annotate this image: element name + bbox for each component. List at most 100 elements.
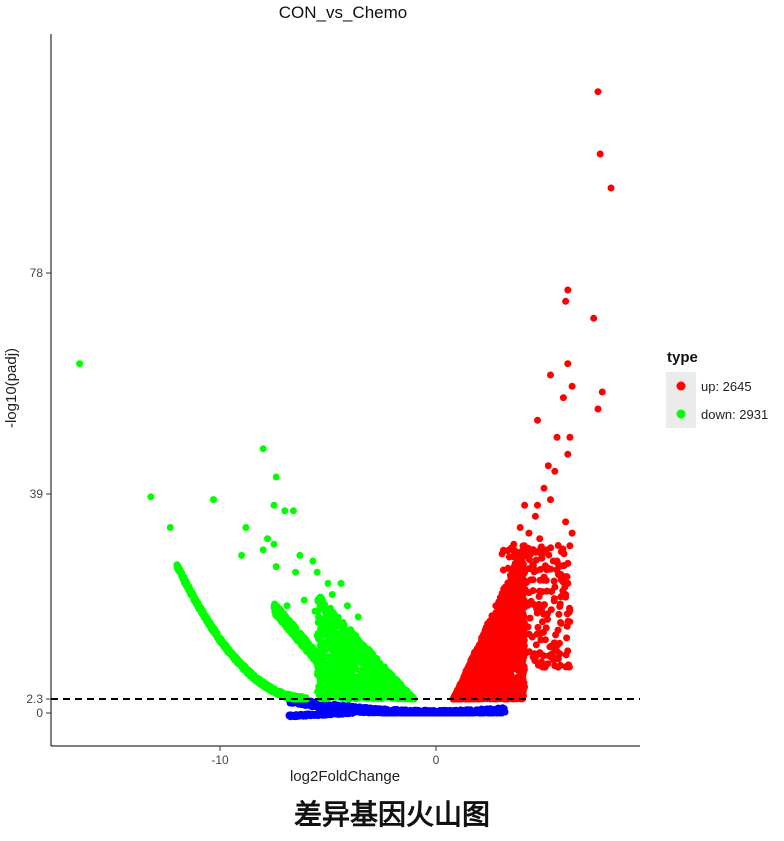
point-not-significant [476,706,484,714]
point-down [313,632,321,640]
point-down [280,692,288,700]
point-down [327,655,335,663]
point-down [338,674,345,682]
point-down [315,682,323,690]
point-down [394,695,402,703]
point-down [183,582,191,590]
point-down [319,646,326,654]
point-down [342,652,350,659]
point-down [358,684,366,692]
point-down [348,684,355,692]
point-down [326,605,334,613]
point-down [366,680,374,688]
point-not-significant [467,709,475,716]
point-down [384,672,392,680]
chart-title: CON_vs_Chemo [279,3,408,22]
point-not-significant [311,711,319,719]
point-not-significant [328,704,336,712]
point-not-significant [382,705,390,713]
point-down [330,670,338,678]
point-up [486,627,494,635]
point-down [180,575,188,583]
point-down [261,682,269,690]
point-not-significant [317,711,325,719]
point-not-significant [457,709,465,717]
point-down [396,685,404,693]
point-down [319,603,327,611]
point-down [225,648,233,656]
point-down [326,644,334,652]
point-down [317,658,325,666]
point-not-significant [346,708,354,716]
point-down [371,680,379,688]
point-down [280,612,288,620]
point-down [347,651,355,659]
point-down [173,563,181,570]
point-down [292,694,300,702]
point-down [337,628,345,636]
point-down [377,683,384,690]
point-down [330,621,337,629]
point-not-significant [462,709,469,717]
point-not-significant [327,711,334,719]
point-not-significant [289,712,297,720]
point-down [314,666,322,674]
point-down [275,613,283,621]
point-down [318,625,326,633]
point-down [331,676,339,684]
point-down [253,677,261,685]
point-down [338,620,346,628]
point-down [382,689,389,697]
point-down [343,688,351,696]
point-down [304,643,312,651]
point-not-significant [400,709,407,717]
point-down [317,640,325,648]
point-down [316,673,324,681]
point-not-significant [486,705,494,713]
point-down [329,612,337,620]
data-points [76,88,615,721]
point-down [326,633,334,641]
point-down [297,637,305,645]
point-down [214,634,222,642]
point-down [391,676,399,684]
point-down [346,662,353,670]
point-down [222,644,230,651]
point-down [239,662,247,670]
point-down [371,688,379,695]
point-not-significant [413,708,421,716]
point-not-significant [431,707,439,715]
point-down [323,667,331,675]
point-down [355,652,363,660]
point-down [274,604,282,612]
point-down [322,661,330,669]
point-down [355,677,363,685]
point-not-significant [367,704,375,712]
point-down [231,656,239,664]
point-down [332,690,340,698]
point-down [334,683,342,691]
point-not-significant [446,709,454,717]
point-not-significant [405,708,413,716]
point-down [190,596,198,604]
point-down [376,671,384,679]
point-down [266,682,274,690]
point-down [344,674,352,682]
point-not-significant [296,712,303,719]
point-down [376,663,384,671]
point-down [334,613,342,621]
point-down [349,673,357,681]
point-down [325,681,333,689]
point-down [176,568,184,576]
point-not-significant [425,707,433,715]
point-down [293,630,301,638]
point-down [337,641,345,649]
point-down [344,627,352,635]
point-not-significant [388,709,396,717]
point-down [338,636,346,643]
point-down [316,596,324,604]
point-down [388,688,396,695]
point-down [364,666,372,674]
point-down [353,685,361,693]
point-down [202,612,210,620]
